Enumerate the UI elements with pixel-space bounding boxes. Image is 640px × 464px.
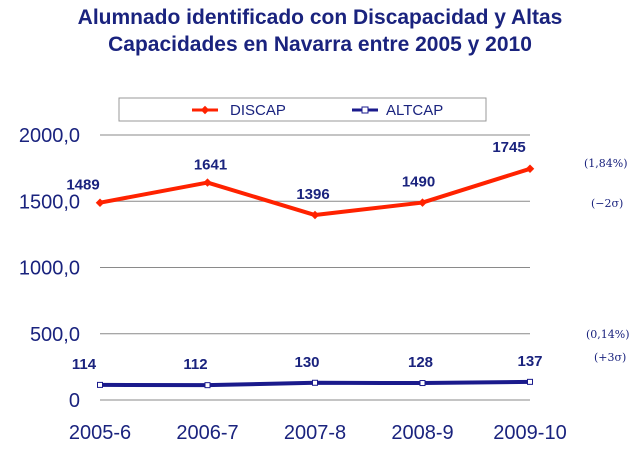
chart-title: Alumnado identificado con Discapacidad y…	[0, 4, 640, 58]
data-labels: 1489 1641 1396 1490 1745 114 112 130 128 137	[66, 139, 542, 373]
x-axis-ticks: 2005-6 2006-7 2007-8 2008-9 2009-10	[69, 422, 567, 444]
annotation: (0,14%)	[586, 328, 630, 341]
legend: DISCAP ALTCAP	[118, 97, 487, 122]
chart-title-line-2: Capacidades en Navarra entre 2005 y 2010	[108, 33, 532, 56]
legend-label-altcap: ALTCAP	[386, 102, 443, 119]
y-tick-label: 2000,0	[19, 125, 80, 147]
data-point	[419, 380, 426, 387]
annotations: (1,84%) (−2σ) (0,14%) (+3σ)	[584, 157, 630, 364]
y-tick-label: 1000,0	[19, 258, 80, 280]
data-label: 137	[517, 353, 542, 370]
data-point	[312, 379, 318, 386]
data-label: 128	[408, 354, 433, 371]
data-point	[418, 198, 427, 207]
x-tick-label: 2007-8	[284, 422, 346, 444]
data-point	[95, 198, 105, 207]
legend-marker	[200, 105, 210, 115]
data-label: 130	[294, 354, 319, 371]
gridlines	[100, 134, 530, 335]
data-label: 114	[72, 356, 97, 373]
data-point	[203, 178, 212, 187]
data-label: 1490	[402, 174, 435, 191]
data-point	[527, 378, 533, 385]
data-point	[97, 381, 103, 388]
chart-title-line-1: Alumnado identificado con Discapacidad y…	[77, 6, 563, 29]
series-lines	[95, 164, 535, 389]
data-label: 1396	[296, 186, 329, 203]
x-tick-label: 2008-9	[391, 422, 453, 444]
y-axis-ticks: 0 500,0 1000,0 1500,0 2000,0	[19, 125, 80, 412]
legend-label-discap: DISCAP	[230, 102, 286, 119]
x-tick-label: 2005-6	[69, 422, 131, 444]
annotation: (−2σ)	[591, 197, 623, 210]
annotation: (+3σ)	[594, 351, 626, 364]
data-point	[310, 210, 320, 220]
y-tick-label: 500,0	[30, 324, 80, 346]
data-label: 1641	[194, 157, 227, 174]
annotation: (1,84%)	[584, 157, 628, 170]
x-tick-label: 2009-10	[493, 422, 566, 444]
legend-marker	[361, 106, 369, 114]
y-tick-label: 0	[69, 390, 80, 412]
data-label: 1745	[492, 139, 525, 156]
y-tick-label: 1500,0	[19, 191, 80, 213]
x-tick-label: 2006-7	[176, 422, 238, 444]
data-label: 112	[183, 356, 207, 373]
legend-box	[118, 97, 487, 122]
data-point	[204, 382, 211, 389]
data-label: 1489	[66, 177, 99, 194]
